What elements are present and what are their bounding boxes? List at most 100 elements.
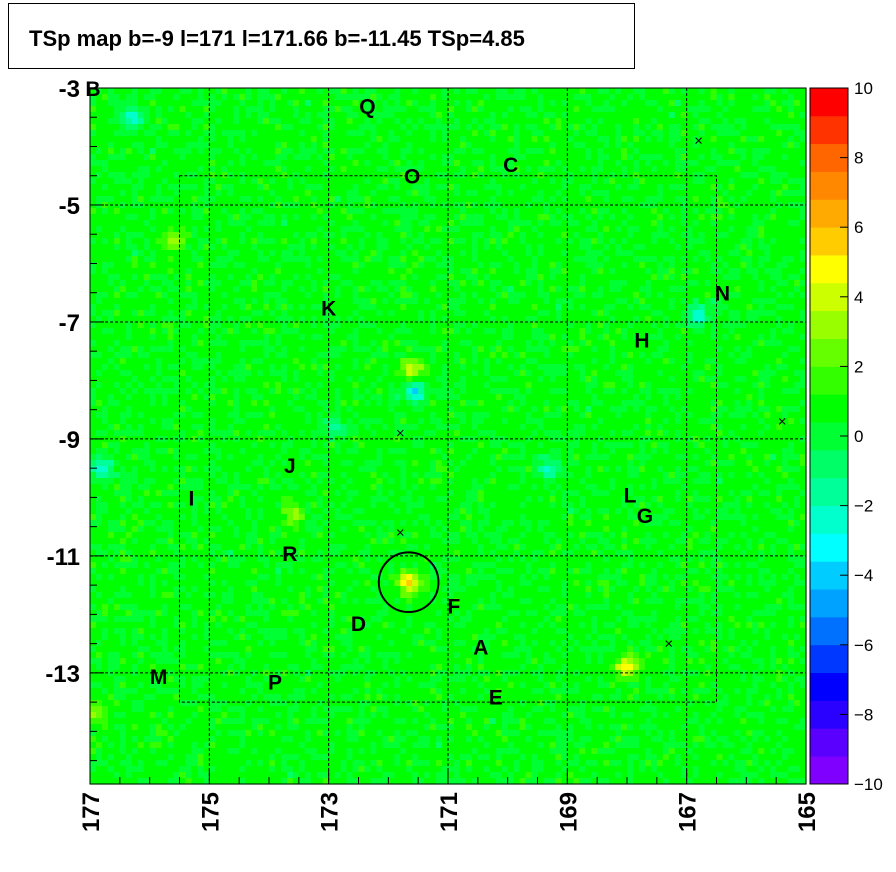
heatmap-cell xyxy=(221,184,228,191)
heatmap-cell xyxy=(453,232,461,239)
heatmap-cell xyxy=(638,160,646,167)
heatmap-cell xyxy=(125,130,133,137)
heatmap-cell xyxy=(412,160,419,167)
heatmap-cell xyxy=(591,310,598,317)
heatmap-cell xyxy=(788,262,795,269)
heatmap-cell xyxy=(513,196,521,203)
heatmap-cell xyxy=(430,172,437,179)
heatmap-cell xyxy=(227,154,234,161)
heatmap-cell xyxy=(501,244,509,251)
heatmap-cell xyxy=(728,100,735,107)
heatmap-cell xyxy=(119,208,127,215)
heatmap-cell xyxy=(794,262,801,269)
heatmap-cell xyxy=(227,244,234,251)
heatmap-cell xyxy=(364,262,372,269)
heatmap-cell xyxy=(591,316,598,323)
heatmap-cell xyxy=(465,178,473,185)
heatmap-cell xyxy=(674,202,682,209)
heatmap-cell xyxy=(119,160,127,167)
heatmap-cell xyxy=(531,316,539,323)
heatmap-cell xyxy=(257,298,264,305)
heatmap-cell xyxy=(656,232,664,239)
heatmap-cell xyxy=(400,220,407,227)
heatmap-cell xyxy=(698,166,706,173)
heatmap-cell xyxy=(221,106,228,113)
heatmap-cell xyxy=(418,232,425,239)
heatmap-cell xyxy=(662,124,670,131)
heatmap-cell xyxy=(310,196,318,203)
heatmap-cell xyxy=(710,118,718,125)
heatmap-cell xyxy=(310,130,318,137)
heatmap-cell xyxy=(155,142,163,149)
heatmap-cell xyxy=(436,232,443,239)
heatmap-cell xyxy=(197,226,204,233)
heatmap-cell xyxy=(412,232,419,239)
heatmap-cell xyxy=(137,124,145,131)
heatmap-cell xyxy=(131,136,139,143)
heatmap-cell xyxy=(758,244,765,251)
heatmap-cell xyxy=(101,244,109,251)
heatmap-cell xyxy=(644,274,652,281)
heatmap-cell xyxy=(185,214,193,221)
heatmap-cell xyxy=(537,250,545,257)
heatmap-cell xyxy=(191,244,198,251)
heatmap-cell xyxy=(465,220,473,227)
heatmap-cell xyxy=(161,106,169,113)
heatmap-cell xyxy=(245,238,252,245)
heatmap-cell xyxy=(597,232,604,239)
heatmap-cell xyxy=(579,226,586,233)
heatmap-cell xyxy=(728,106,735,113)
heatmap-cell xyxy=(758,178,765,185)
heatmap-cell xyxy=(179,142,187,149)
heatmap-cell xyxy=(800,214,807,221)
heatmap-cell xyxy=(483,106,491,113)
heatmap-cell xyxy=(107,124,115,131)
heatmap-cell xyxy=(107,136,115,143)
heatmap-cell xyxy=(716,304,724,311)
heatmap-cell xyxy=(549,118,556,125)
heatmap-cell xyxy=(143,238,151,245)
heatmap-cell xyxy=(292,280,300,287)
heatmap-cell xyxy=(430,136,437,143)
heatmap-cell xyxy=(173,220,181,227)
heatmap-cell xyxy=(209,88,216,95)
heatmap-cell xyxy=(692,250,700,257)
heatmap-cell xyxy=(298,310,306,317)
heatmap-cell xyxy=(340,226,348,233)
heatmap-cell xyxy=(95,100,103,107)
heatmap-cell xyxy=(477,196,485,203)
heatmap-cell xyxy=(197,244,204,251)
heatmap-cell xyxy=(346,208,354,215)
heatmap-cell xyxy=(680,106,688,113)
heatmap-cell xyxy=(364,280,372,287)
heatmap-cell xyxy=(692,190,700,197)
heatmap-cell xyxy=(531,262,539,269)
heatmap-cell xyxy=(501,148,509,155)
heatmap-cell xyxy=(627,292,634,299)
heatmap-cell xyxy=(131,298,139,305)
heatmap-cell xyxy=(394,88,401,95)
heatmap-cell xyxy=(698,262,706,269)
heatmap-cell xyxy=(95,310,103,317)
heatmap-cell xyxy=(465,94,473,101)
heatmap-cell xyxy=(239,298,246,305)
heatmap-cell xyxy=(513,118,521,125)
heatmap-cell xyxy=(686,166,694,173)
heatmap-cell xyxy=(704,136,712,143)
heatmap-cell xyxy=(233,148,240,155)
heatmap-cell xyxy=(597,208,604,215)
heatmap-cell xyxy=(603,196,610,203)
heatmap-cell xyxy=(525,208,533,215)
heatmap-cell xyxy=(442,142,449,149)
heatmap-cell xyxy=(173,334,181,341)
heatmap-cell xyxy=(245,244,252,251)
heatmap-cell xyxy=(137,310,145,317)
heatmap-cell xyxy=(131,226,139,233)
heatmap-cell xyxy=(436,136,443,143)
heatmap-cell xyxy=(704,298,712,305)
heatmap-cell xyxy=(376,160,383,167)
heatmap-cell xyxy=(155,316,163,323)
heatmap-cell xyxy=(448,124,455,131)
heatmap-cell xyxy=(609,88,616,95)
heatmap-cell xyxy=(716,298,724,305)
